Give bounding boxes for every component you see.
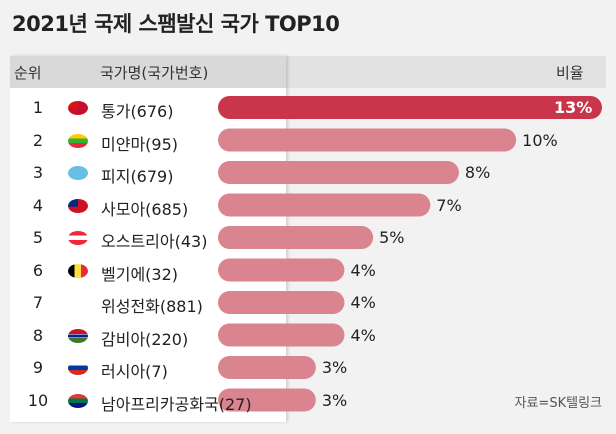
country-name-9: 러시아(7)	[101, 362, 168, 381]
value-label-10: 3%	[321, 390, 348, 410]
samoa-flag-icon	[68, 198, 88, 213]
rank-3: 3	[32, 163, 44, 182]
country-name-5: 오스트리아(43)	[101, 232, 208, 251]
header-ratio: 비율	[556, 64, 584, 82]
country-name-2: 미얀마(95)	[101, 134, 179, 154]
bar-7	[218, 291, 345, 314]
value-label-4: 7%	[436, 195, 462, 215]
bar-10	[218, 388, 316, 412]
value-label-3: 8%	[464, 163, 491, 182]
value-label-2: 10%	[522, 130, 558, 150]
header-rank: 순위	[14, 64, 42, 82]
russia-flag-icon	[68, 361, 88, 375]
rank-2: 2	[32, 130, 44, 150]
country-name-6: 벨기에(32)	[101, 264, 179, 284]
country-name-10: 남아프리카공화국(27)	[101, 394, 252, 414]
country-name-7: 위성전화(881)	[101, 297, 203, 316]
rank-10: 10	[27, 390, 49, 410]
value-label-7: 4%	[350, 293, 376, 312]
value-label-5: 5%	[379, 228, 405, 247]
value-label-9: 3%	[321, 358, 348, 377]
header-country: 국가명(국가번호)	[100, 64, 209, 82]
chart-title: 2021년 국제 스팸발신 국가 TOP10	[12, 12, 340, 36]
rank-5: 5	[32, 228, 44, 247]
south-africa-flag-icon	[68, 393, 88, 408]
rank-8: 8	[32, 325, 44, 345]
country-name-3: 피지(679)	[101, 167, 174, 186]
rank-7: 7	[32, 293, 44, 312]
rank-6: 6	[32, 260, 44, 280]
value-label-6: 4%	[350, 260, 376, 280]
rank-4: 4	[32, 195, 44, 215]
austria-flag-icon	[68, 231, 88, 245]
country-name-1: 통가(676)	[101, 102, 174, 121]
bar-3	[218, 161, 459, 184]
bar-9	[218, 356, 316, 379]
rank-1: 1	[32, 98, 44, 117]
fiji-flag-icon	[68, 166, 88, 180]
value-label-1: 13%	[554, 98, 593, 117]
bar-8	[218, 323, 345, 347]
country-name-8: 감비아(220)	[101, 329, 189, 349]
rank-9: 9	[32, 358, 44, 377]
country-name-4: 사모아(685)	[101, 199, 189, 219]
myanmar-flag-icon	[68, 133, 88, 148]
bar-5	[218, 226, 374, 249]
bar-4	[218, 193, 431, 217]
bar-1	[218, 96, 602, 119]
belgium-flag-icon	[68, 263, 88, 278]
source-note: 자료=SK텔링크	[514, 396, 602, 411]
tonga-flag-icon	[68, 101, 88, 115]
bar-6	[218, 258, 345, 282]
gambia-flag-icon	[68, 328, 88, 343]
value-label-8: 4%	[350, 325, 376, 345]
bar-2	[218, 128, 517, 152]
